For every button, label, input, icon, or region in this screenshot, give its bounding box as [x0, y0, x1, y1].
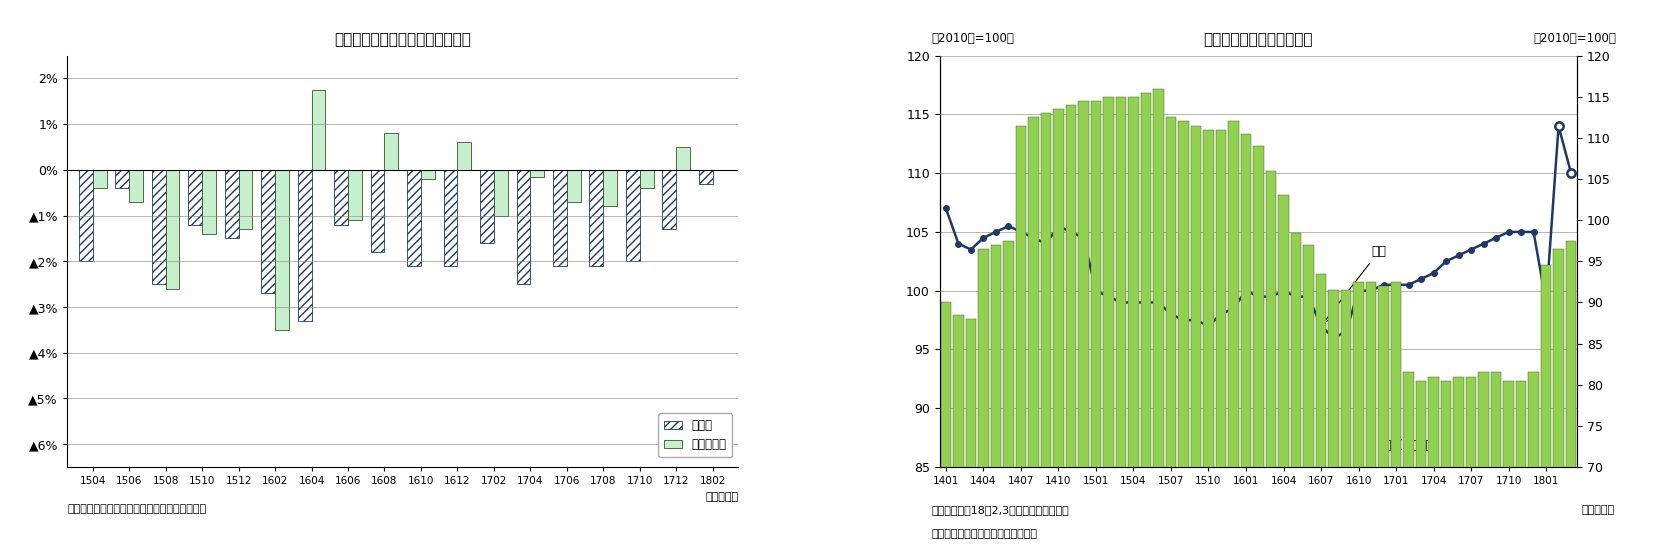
Bar: [408, 170, 421, 266]
Bar: [1116, 97, 1126, 556]
Bar: [1265, 171, 1277, 556]
Bar: [1091, 101, 1101, 556]
Bar: [941, 302, 951, 556]
Bar: [604, 170, 618, 206]
Text: （資料）経済産業省「製造工業生産予測指数」: （資料）経済産業省「製造工業生産予測指数」: [67, 504, 206, 514]
Bar: [639, 170, 654, 188]
Bar: [530, 170, 544, 177]
Bar: [554, 170, 567, 266]
Bar: [1453, 376, 1463, 556]
Bar: [79, 170, 92, 261]
Bar: [1441, 381, 1451, 556]
Bar: [493, 170, 508, 216]
Bar: [1040, 113, 1050, 556]
Bar: [1503, 381, 1514, 556]
Bar: [1228, 121, 1238, 556]
Legend: 実現率, 予測修正率: 実現率, 予測修正率: [658, 413, 732, 457]
Bar: [953, 315, 963, 556]
Bar: [1467, 376, 1477, 556]
Title: 最近の実現率、予測修正率の推移: 最近の実現率、予測修正率の推移: [334, 32, 472, 47]
Text: （年・月）: （年・月）: [1581, 505, 1614, 515]
Bar: [371, 170, 384, 252]
Bar: [700, 170, 713, 183]
Bar: [1128, 97, 1139, 556]
Bar: [1403, 373, 1415, 556]
Text: （年・月）: （年・月）: [705, 493, 738, 503]
Bar: [990, 245, 1002, 556]
Text: （資料）経済産業省「鉱工業指数」: （資料）経済産業省「鉱工業指数」: [931, 529, 1037, 539]
Bar: [663, 170, 676, 229]
Bar: [384, 133, 398, 170]
Bar: [1178, 121, 1188, 556]
Bar: [1378, 286, 1389, 556]
Bar: [151, 170, 166, 284]
Bar: [1304, 245, 1314, 556]
Text: （注）生産の18年2,3月は予測指数で延長: （注）生産の18年2,3月は予測指数で延長: [931, 505, 1069, 515]
Bar: [297, 170, 312, 321]
Bar: [1191, 126, 1201, 556]
Bar: [1566, 241, 1576, 556]
Bar: [1141, 93, 1151, 556]
Bar: [458, 142, 472, 170]
Bar: [1490, 373, 1502, 556]
Bar: [1416, 381, 1426, 556]
Bar: [225, 170, 238, 239]
Bar: [238, 170, 252, 229]
Bar: [347, 170, 362, 220]
Bar: [480, 170, 493, 243]
Bar: [1366, 282, 1376, 556]
Bar: [1029, 117, 1039, 556]
Bar: [1329, 290, 1339, 556]
Bar: [1153, 88, 1165, 556]
Title: 輸送機械の生産、在庫動向: 輸送機械の生産、在庫動向: [1203, 32, 1314, 47]
Bar: [275, 170, 289, 330]
Bar: [1391, 282, 1401, 556]
Bar: [1554, 249, 1564, 556]
Bar: [1352, 282, 1364, 556]
Bar: [1015, 126, 1027, 556]
Bar: [1478, 373, 1488, 556]
Bar: [116, 170, 129, 188]
Bar: [1079, 101, 1089, 556]
Bar: [1515, 381, 1527, 556]
Text: 生産: 生産: [1324, 245, 1386, 323]
Bar: [1054, 109, 1064, 556]
Bar: [188, 170, 201, 225]
Bar: [1341, 290, 1351, 556]
Bar: [129, 170, 143, 202]
Bar: [626, 170, 639, 261]
Bar: [201, 170, 216, 234]
Bar: [1003, 241, 1014, 556]
Bar: [1290, 232, 1302, 556]
Text: 在庫(右目盛）: 在庫(右目盛）: [1384, 439, 1433, 453]
Bar: [1279, 196, 1289, 556]
Bar: [443, 170, 458, 266]
Bar: [1253, 146, 1264, 556]
Bar: [1316, 274, 1326, 556]
Bar: [978, 249, 988, 556]
Text: （2010年=100）: （2010年=100）: [1534, 32, 1616, 44]
Bar: [1215, 130, 1227, 556]
Bar: [1540, 265, 1552, 556]
Bar: [312, 90, 326, 170]
Bar: [676, 147, 690, 170]
Bar: [334, 170, 347, 225]
Bar: [1203, 130, 1213, 556]
Bar: [1428, 376, 1438, 556]
Bar: [166, 170, 180, 289]
Bar: [1529, 373, 1539, 556]
Bar: [589, 170, 604, 266]
Bar: [92, 170, 106, 188]
Bar: [567, 170, 581, 202]
Bar: [965, 319, 977, 556]
Bar: [1240, 134, 1252, 556]
Bar: [1166, 117, 1176, 556]
Bar: [262, 170, 275, 294]
Bar: [1102, 97, 1114, 556]
Bar: [517, 170, 530, 284]
Bar: [1066, 105, 1076, 556]
Bar: [421, 170, 435, 179]
Text: （2010年=100）: （2010年=100）: [931, 32, 1014, 44]
